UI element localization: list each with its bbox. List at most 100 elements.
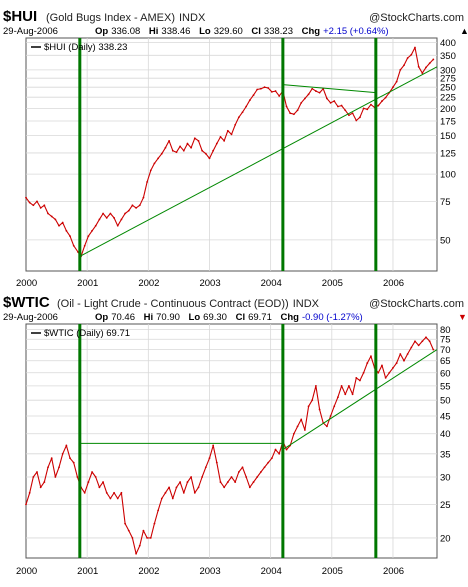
wtic-price-point xyxy=(351,393,354,396)
hui-price-point xyxy=(428,62,431,65)
hui-price-point xyxy=(212,149,215,152)
hui-price-point xyxy=(340,104,343,107)
hui-op: 336.08 xyxy=(111,26,140,37)
hui-price-point xyxy=(263,86,266,89)
hui-price-point xyxy=(234,124,237,126)
hui-price-point xyxy=(171,149,174,152)
hui-price-point xyxy=(292,113,295,116)
wtic-y-tick-label: 25 xyxy=(440,500,451,511)
hui-price-point xyxy=(414,46,416,49)
hui-name: (Gold Bugs Index - AMEX) INDX xyxy=(46,12,206,24)
hui-price-point xyxy=(230,133,233,136)
hui-price-point xyxy=(226,129,229,132)
hui-price-point xyxy=(223,139,226,142)
hui-chg-arrow-icon: ▲ xyxy=(460,26,468,36)
hui-price-point xyxy=(333,100,336,102)
hui-price-point xyxy=(267,87,270,89)
hui-price-point xyxy=(370,103,372,106)
wtic-price-point xyxy=(219,481,222,483)
hui-exchange: INDX xyxy=(179,12,206,24)
hui-price-point xyxy=(47,212,49,215)
hui-symbol: $HUI xyxy=(3,8,37,25)
wtic-price-point xyxy=(292,432,295,435)
wtic-price-point xyxy=(69,457,71,460)
hui-hi-label: Hi xyxy=(149,26,159,37)
wtic-price-point xyxy=(201,476,204,478)
hui-price-point xyxy=(164,146,167,149)
wtic-info-line: 29-Aug-2006 Op 70.46 Hi 70.90 Lo 69.30 Cl 69… xyxy=(3,312,363,323)
wtic-price-point xyxy=(278,452,281,455)
hui-brand[interactable]: @StockCharts.com xyxy=(369,12,464,24)
hui-price-point xyxy=(193,137,196,140)
hui-price-point xyxy=(105,217,108,219)
hui-x-tick-label: 2002 xyxy=(138,278,159,289)
hui-price-point xyxy=(241,111,244,114)
wtic-cl-label: Cl xyxy=(236,312,246,323)
hui-x-tick-label: 2004 xyxy=(261,278,282,289)
hui-price-point xyxy=(215,142,218,145)
wtic-price-point xyxy=(403,359,405,362)
wtic-price-point xyxy=(432,348,435,351)
wtic-name: (Oil - Light Crude - Continuous Contract… xyxy=(57,298,320,310)
hui-y-tick-label: 300 xyxy=(440,65,456,76)
wtic-price-point xyxy=(303,429,306,431)
wtic-price-point xyxy=(186,481,189,483)
hui-y-tick-label: 175 xyxy=(440,117,456,128)
hui-plot-frame xyxy=(25,37,438,272)
hui-price-point xyxy=(113,217,115,219)
wtic-price-point xyxy=(274,448,277,451)
hui-info-line: 29-Aug-2006 Op 336.08 Hi 338.46 Lo 329.60 C… xyxy=(3,26,389,37)
wtic-price-point xyxy=(157,509,160,512)
hui-y-tick-label: 75 xyxy=(440,197,451,208)
wtic-price-point xyxy=(91,471,93,473)
hui-x-tick-label: 2000 xyxy=(16,278,37,289)
wtic-price-point xyxy=(87,481,90,483)
wtic-price-point xyxy=(116,497,119,500)
hui-chg: +2.15 (+0.64%) xyxy=(323,26,389,37)
hui-price-point xyxy=(256,88,259,91)
hui-price-point xyxy=(307,93,310,96)
wtic-price-point xyxy=(359,379,361,382)
wtic-price-point xyxy=(109,497,112,500)
hui-price-point xyxy=(39,207,42,209)
wtic-price-point xyxy=(311,399,314,402)
wtic-price-point xyxy=(245,476,248,478)
wtic-price-point xyxy=(149,537,152,539)
hui-price-point xyxy=(168,139,171,142)
wtic-price-point xyxy=(230,476,233,478)
wtic-price-point xyxy=(263,466,266,469)
hui-x-tick-label: 2005 xyxy=(322,278,343,289)
wtic-price-point xyxy=(72,461,75,464)
wtic-price-point xyxy=(102,481,104,483)
wtic-price-point xyxy=(58,466,60,469)
wtic-price-point xyxy=(179,481,182,483)
hui-price-point xyxy=(124,212,126,215)
wtic-price-point xyxy=(47,466,49,469)
hui-price-point xyxy=(25,196,27,199)
wtic-brand[interactable]: @StockCharts.com xyxy=(369,298,464,310)
wtic-price-point xyxy=(208,457,211,460)
hui-y-tick-label: 250 xyxy=(440,83,456,94)
hui-price-point xyxy=(303,97,306,100)
wtic-price-point xyxy=(395,362,398,364)
wtic-price-point xyxy=(315,384,317,387)
wtic-price-point xyxy=(193,491,196,494)
hui-price-point xyxy=(318,91,321,94)
wtic-price-point xyxy=(348,384,350,387)
wtic-price-point xyxy=(384,376,387,379)
hui-price-point xyxy=(399,69,402,71)
wtic-price-point xyxy=(307,405,310,408)
wtic-plot-frame xyxy=(25,323,438,559)
hui-price-point xyxy=(208,157,211,160)
wtic-price-point xyxy=(164,491,167,494)
wtic-price-point xyxy=(142,529,145,532)
wtic-y-tick-label: 50 xyxy=(440,396,451,407)
wtic-price-point xyxy=(410,346,413,349)
wtic-price-point xyxy=(36,471,38,473)
wtic-exchange: INDX xyxy=(293,298,320,310)
wtic-price-point xyxy=(28,491,31,494)
hui-price-point xyxy=(278,95,281,97)
hui-price-point xyxy=(65,229,68,232)
